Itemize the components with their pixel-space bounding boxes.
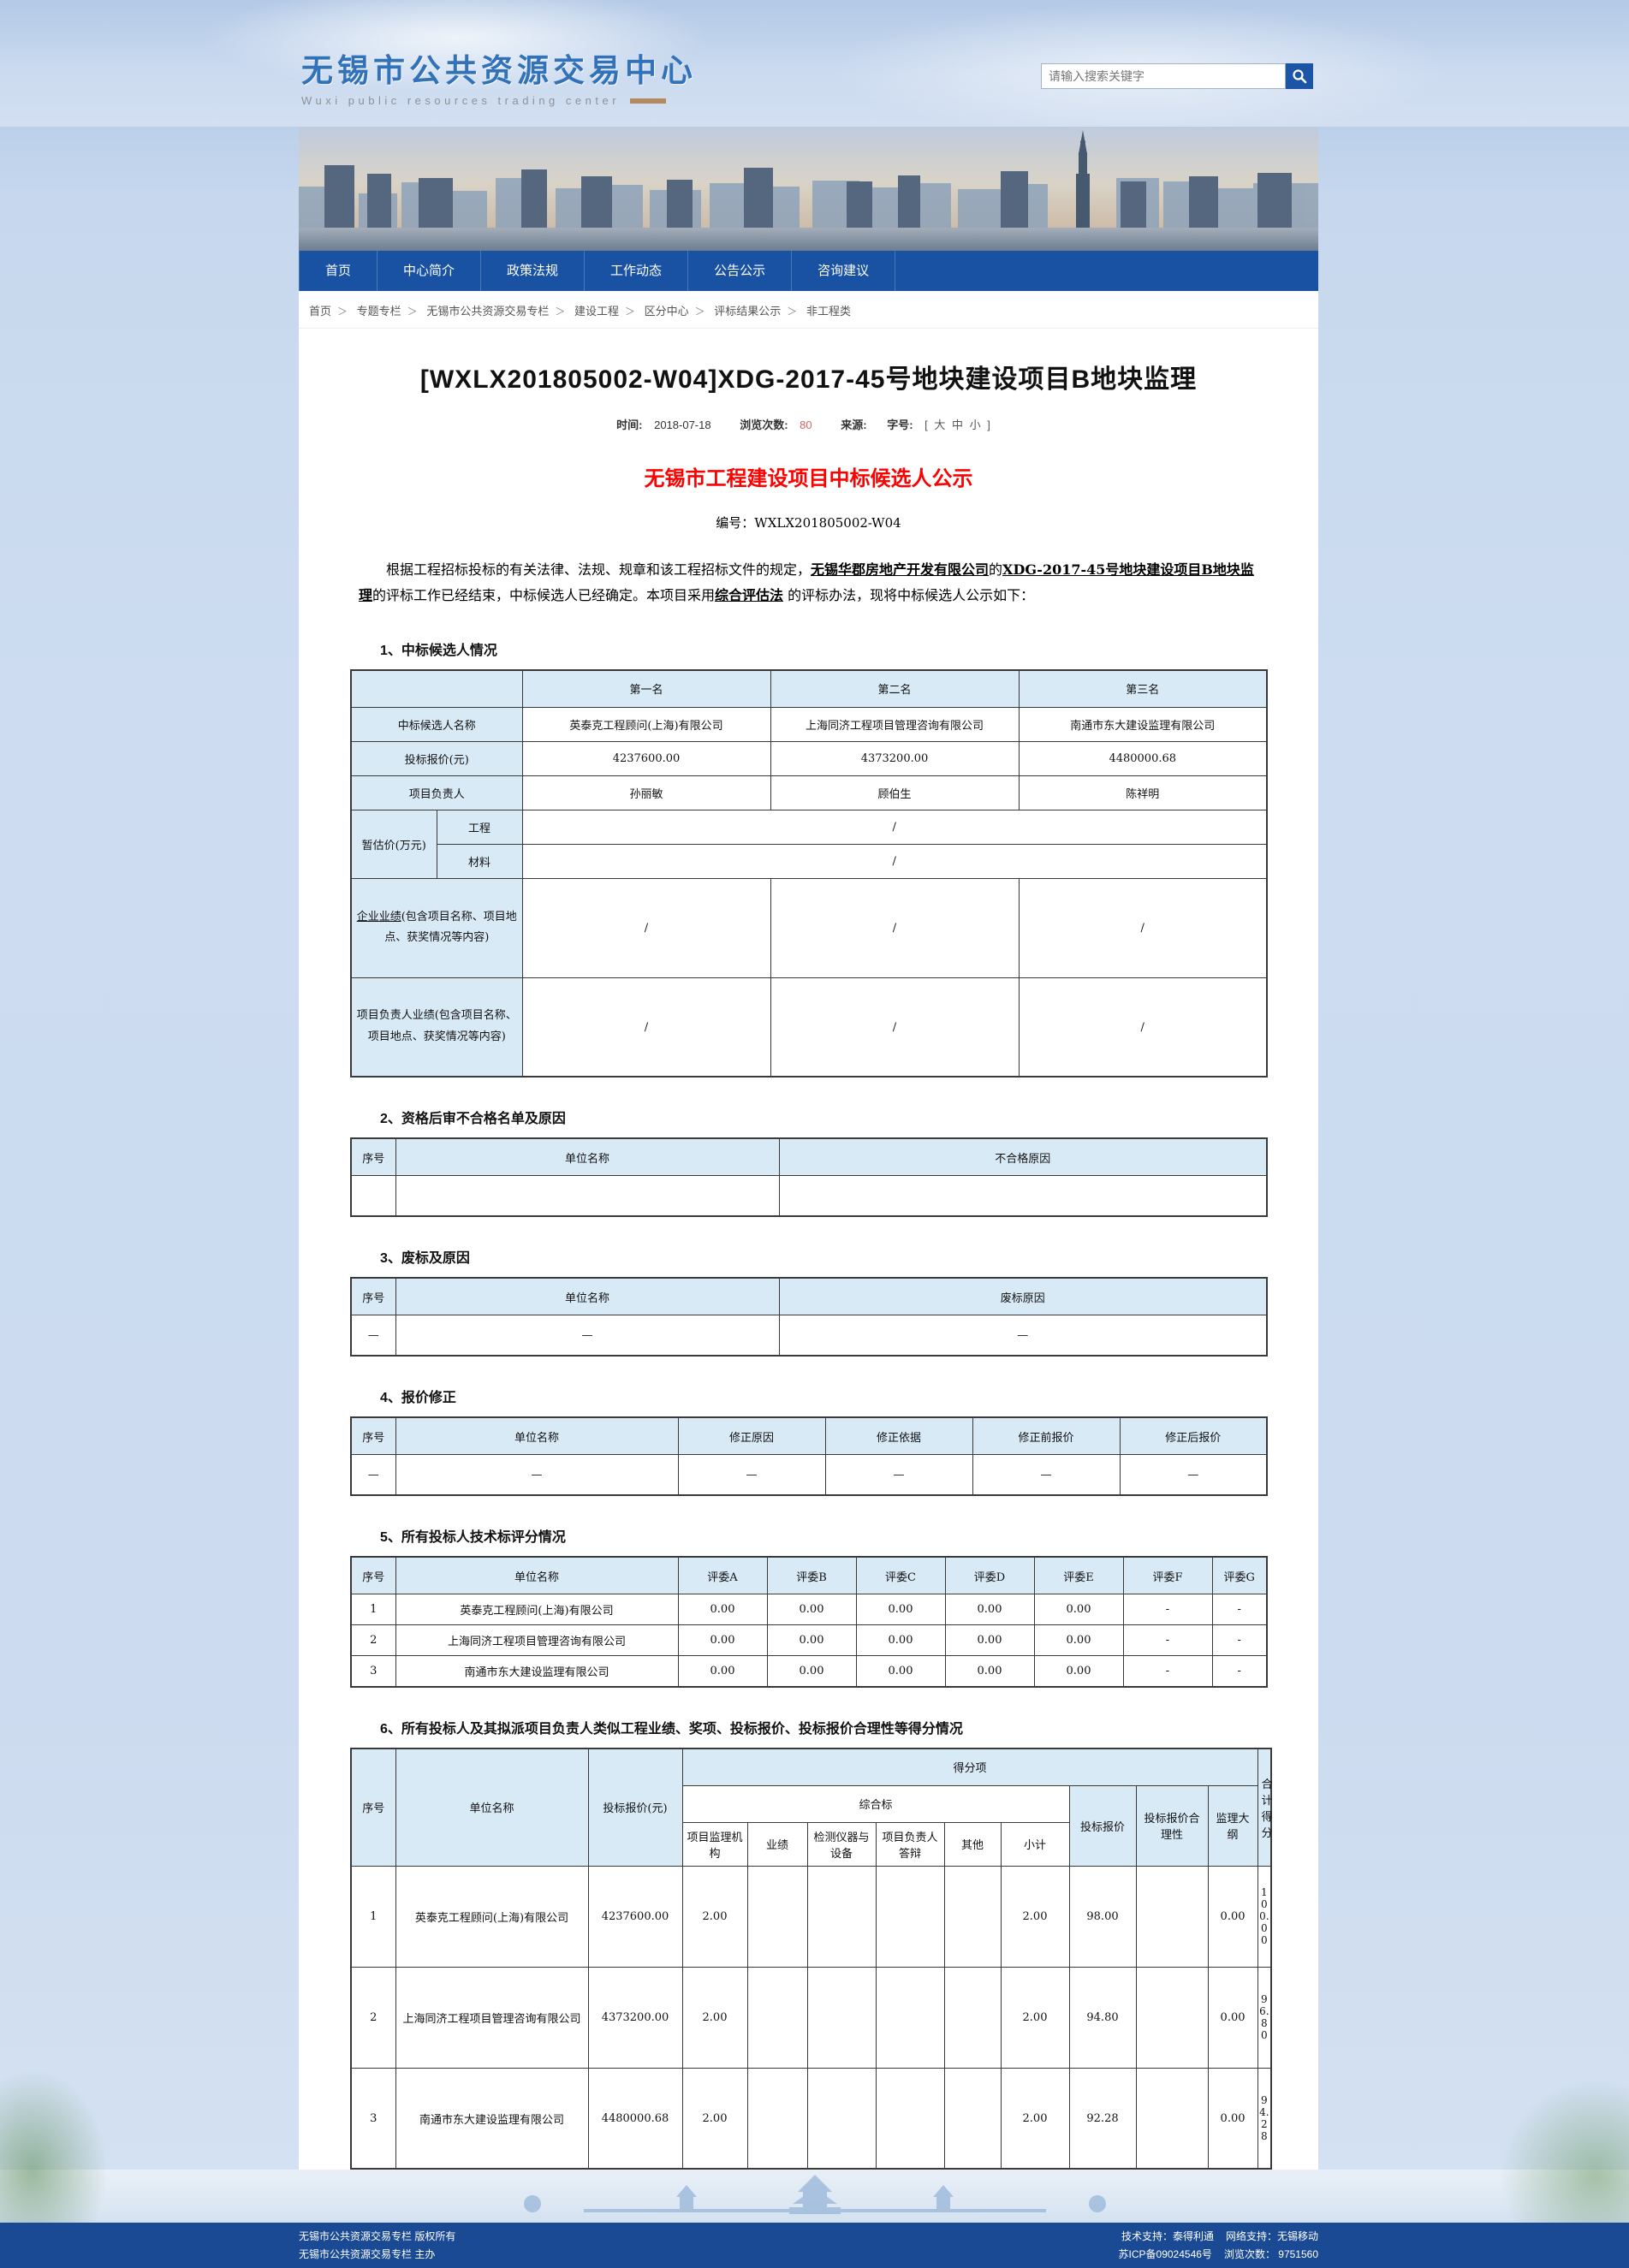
bid-price-1: 4237600.00 bbox=[521, 740, 771, 776]
tech-support: 技术支持：泰得利通 bbox=[1121, 2230, 1214, 2242]
notice-title: 无锡市工程建设项目中标候选人公示 bbox=[644, 466, 973, 490]
table-row: 3 南通市东大建设监理有限公司 0.00 0.00 0.00 0.00 0.00- - bbox=[350, 1655, 1268, 1688]
nav-item-about[interactable]: 中心简介 bbox=[378, 251, 482, 291]
site-subtitle: Wuxi public resources trading center bbox=[301, 94, 697, 107]
section-1-heading: 1、中标候选人情况 bbox=[380, 643, 497, 658]
intro-paragraph: 根据工程招标投标的有关法律、法规、规章和该工程招标文件的规定，无锡华郡房地产开发… bbox=[359, 561, 1254, 604]
font-size-switcher[interactable]: [ 大 中 小 ] bbox=[924, 419, 992, 431]
section-5-heading: 5、所有投标人技术标评分情况 bbox=[380, 1530, 566, 1546]
page-title: [WXLX201805002-W04]XDG-2017-45号地块建设项目B地块… bbox=[419, 365, 1198, 394]
table-row: 2 上海同济工程项目管理咨询有限公司 0.00 0.00 0.00 0.00 0.00- - bbox=[350, 1624, 1268, 1657]
breadcrumb-home[interactable]: 首页 bbox=[309, 305, 332, 318]
site-logo: 无锡市公共资源交易中心 Wuxi public resources tradin… bbox=[301, 45, 697, 107]
evaluation-method: 综合评估法 bbox=[715, 587, 784, 604]
footer-left: 无锡市公共资源交易专栏 版权所有 无锡市公共资源交易专栏 主办 bbox=[299, 2230, 456, 2260]
breadcrumb-item[interactable]: 评标结果公示 bbox=[714, 305, 782, 318]
price-correction-table: 序号 单位名称 修正原因 修正依据 修正前报价 修正后报价 — — — — — — bbox=[350, 1416, 1268, 1497]
breadcrumb-item[interactable]: 专题专栏 bbox=[356, 305, 401, 318]
nav-item-policy[interactable]: 政策法规 bbox=[481, 251, 586, 291]
search-icon bbox=[1293, 69, 1307, 84]
section-3-heading: 3、废标及原因 bbox=[380, 1251, 470, 1267]
bidder-name: 无锡华郡房地产开发有限公司 bbox=[811, 561, 990, 578]
nav-item-consult[interactable]: 咨询建议 bbox=[792, 251, 896, 291]
banner-image bbox=[299, 127, 1318, 251]
disqualified-table: 序号 单位名称 不合格原因 bbox=[350, 1137, 1268, 1218]
page-footer: 无锡市公共资源交易专栏 版权所有 无锡市公共资源交易专栏 主办 技术支持：泰得利… bbox=[0, 2223, 1629, 2268]
bid-price-3: 4480000.68 bbox=[1018, 740, 1268, 776]
content-panel: 首页＞ 专题专栏＞ 无锡市公共资源交易专栏＞ 建设工程＞ 区分中心＞ 评标结果公… bbox=[299, 291, 1318, 2268]
breadcrumb-item[interactable]: 无锡市公共资源交易专栏 bbox=[426, 305, 550, 318]
section-2-heading: 2、资格后审不合格名单及原因 bbox=[380, 1112, 566, 1127]
main-nav: 首页 中心简介 政策法规 工作动态 公告公示 咨询建议 bbox=[299, 251, 1318, 291]
candidate-1: 英泰克工程顾问(上海)有限公司 bbox=[521, 706, 771, 742]
breadcrumb-item[interactable]: 区分中心 bbox=[644, 305, 689, 318]
nav-item-announcements[interactable]: 公告公示 bbox=[688, 251, 793, 291]
search-button[interactable] bbox=[1286, 63, 1313, 89]
technical-scores-table: 序号 单位名称 评委A 评委B 评委C 评委D 评委E 评委F 评委G 1 英泰克工程顾问(上海)… bbox=[350, 1556, 1268, 1688]
site-view-count: 浏览次数： 9751560 bbox=[1223, 2248, 1318, 2260]
combined-scores-table: 序号 单位名称 投标报价(元) 得分项 合计得分 综合标 投标报价 投标报价合理性 监理大纲 … bbox=[350, 1747, 1273, 2170]
site-search bbox=[1041, 63, 1313, 89]
bottom-decoration bbox=[0, 2170, 1629, 2223]
footer-right: 技术支持：泰得利通 网络支持：无锡移动 苏ICP备09024546号 浏览次数： 9… bbox=[1107, 2228, 1318, 2264]
candidates-table: 第一名 第二名 第三名 中标候选人名称 英泰克工程顾问(上海)有限公司 上海同济工程项… bbox=[350, 668, 1268, 1078]
breadcrumb-item[interactable]: 建设工程 bbox=[574, 305, 619, 318]
candidate-2: 上海同济工程项目管理咨询有限公司 bbox=[770, 706, 1020, 742]
view-count: 80 bbox=[800, 419, 812, 431]
search-input[interactable] bbox=[1041, 63, 1286, 89]
breadcrumb: 首页＞ 专题专栏＞ 无锡市公共资源交易专栏＞ 建设工程＞ 区分中心＞ 评标结果公… bbox=[299, 291, 1318, 329]
top-header: 无锡市公共资源交易中心 Wuxi public resources tradin… bbox=[0, 0, 1629, 127]
breadcrumb-separator: ＞ bbox=[337, 306, 348, 318]
section-6-heading: 6、所有投标人及其拟派项目负责人类似工程业绩、奖项、投标报价、投标报价合理性等得… bbox=[380, 1721, 963, 1737]
candidate-3: 南通市东大建设监理有限公司 bbox=[1018, 706, 1268, 742]
project-name: XDG-2017-45号地块建设项目B地块监理 bbox=[359, 561, 1254, 604]
logo-dash bbox=[630, 98, 667, 104]
table-row: 1 英泰克工程顾问(上海)有限公司 4237600.00 2.00 2.00 98.00 0… bbox=[350, 1865, 1272, 1968]
nav-item-news[interactable]: 工作动态 bbox=[585, 251, 689, 291]
icp-number: 苏ICP备09024546号 bbox=[1118, 2248, 1212, 2260]
article-meta: 时间: 2018-07-18 浏览次数: 80 来源: 字号: [ 大 中 小 … bbox=[616, 419, 992, 431]
table-row: 2 上海同济工程项目管理咨询有限公司 4373200.00 2.00 2.00 94.80… bbox=[350, 1966, 1272, 2069]
doc-number: 编号：WXLX201805002-W04 bbox=[716, 515, 901, 531]
section-4-heading: 4、报价修正 bbox=[380, 1391, 456, 1406]
breadcrumb-current: 非工程类 bbox=[806, 305, 851, 318]
rejected-bids-table: 序号 单位名称 废标原因 — — — bbox=[350, 1277, 1268, 1357]
bid-price-2: 4373200.00 bbox=[770, 740, 1020, 776]
table-row: 3 南通市东大建设监理有限公司 4480000.68 2.00 2.00 92.28 0.0… bbox=[350, 2067, 1272, 2170]
site-title: 无锡市公共资源交易中心 bbox=[301, 53, 697, 88]
network-support: 网络支持：无锡移动 bbox=[1225, 2230, 1318, 2242]
table-row: 1 英泰克工程顾问(上海)有限公司 0.00 0.00 0.00 0.00 0.00- - bbox=[350, 1594, 1268, 1626]
nav-item-home[interactable]: 首页 bbox=[299, 251, 378, 291]
publish-time: 2018-07-18 bbox=[654, 419, 711, 431]
